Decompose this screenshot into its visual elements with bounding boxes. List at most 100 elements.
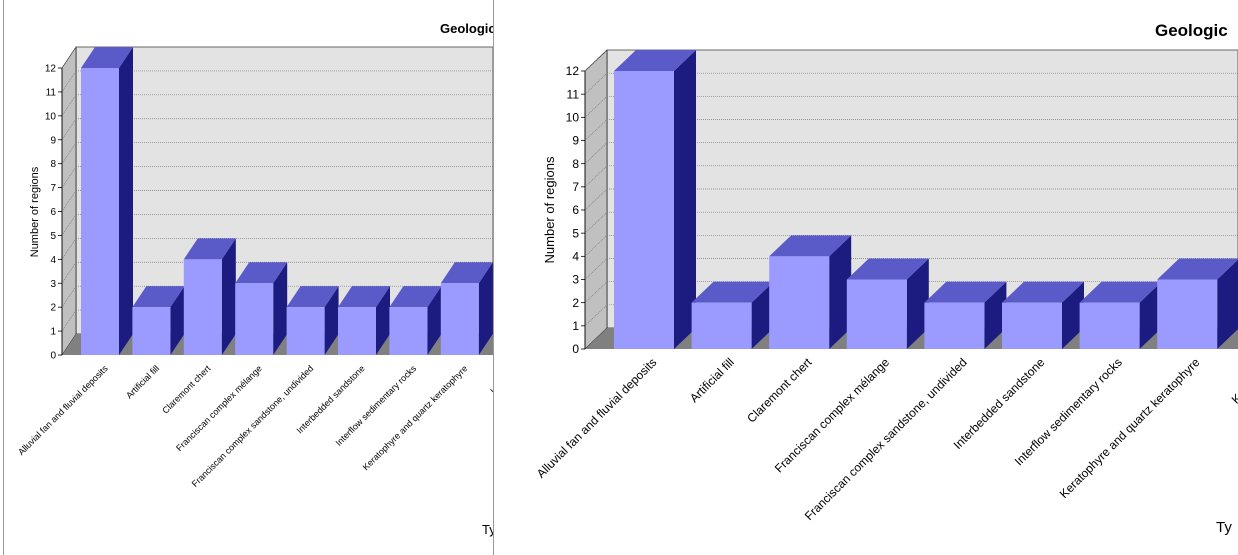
y-tick-label: 8 — [572, 157, 579, 171]
bar-side — [119, 47, 133, 355]
bar-top — [132, 286, 185, 308]
y-axis-title: Number of regions — [29, 166, 41, 257]
bar-side — [170, 286, 185, 355]
gridline-wall — [61, 46, 77, 69]
bar — [440, 283, 479, 355]
x-category-label: Artificial fill — [687, 355, 737, 405]
bar-side — [1139, 281, 1162, 349]
bar-top — [846, 258, 929, 280]
bar — [614, 71, 674, 349]
y-tick-label: 11 — [567, 87, 580, 101]
bar-top — [924, 281, 1007, 303]
panel-divider-left — [3, 0, 4, 555]
bar — [1157, 279, 1218, 349]
bar — [1079, 302, 1140, 349]
bar-top — [1157, 258, 1238, 280]
bar-top — [691, 281, 774, 303]
bar-top — [338, 286, 390, 308]
y-tick-label: 5 — [50, 231, 56, 242]
y-tick-label: 12 — [45, 64, 57, 75]
gridline-wall — [61, 70, 77, 93]
bar — [924, 302, 985, 349]
bar-top — [183, 238, 236, 260]
bar-side — [1217, 259, 1238, 349]
chart-panel-left: 0 1 2 3 4 5 6 7 8 9 10 11 12 Alluvial fan and fluvial… — [0, 0, 493, 555]
x-axis-title: Ty — [1216, 519, 1232, 536]
bar-side — [1062, 281, 1084, 349]
chart-title: Geologic — [440, 21, 493, 36]
x-axis-title: Ty — [482, 522, 493, 537]
bar — [389, 307, 428, 355]
y-tick-label: 4 — [50, 255, 56, 266]
x-category-label: Keratophyre and quartz keratophyre — [1057, 355, 1203, 501]
gridline-wall — [61, 285, 77, 308]
bar-top — [440, 262, 493, 284]
x-category-label: Franciscan complex sandstone, undivided — [802, 355, 970, 523]
gridline-wall — [61, 118, 77, 140]
bar — [338, 307, 376, 355]
y-tick-label: 8 — [50, 159, 56, 170]
bar — [183, 259, 222, 355]
bar — [769, 256, 830, 349]
bar — [286, 307, 325, 355]
bar-side — [829, 235, 852, 349]
bar-side — [906, 258, 929, 349]
x-category-label: Keratophyre and quartz keratophyre — [361, 363, 470, 472]
bar-side — [751, 281, 774, 349]
y-tick-label: 4 — [572, 250, 579, 264]
y-tick-label: 9 — [572, 134, 579, 148]
bar-side — [674, 50, 696, 349]
plot-side-wall — [584, 49, 608, 350]
gridline-wall — [61, 166, 77, 188]
y-tick-label: 3 — [50, 279, 56, 290]
bar — [846, 279, 907, 349]
x-category-label: Claremont chert — [160, 363, 213, 416]
y-tick-label: 10 — [566, 111, 580, 125]
bar-side — [427, 286, 442, 355]
x-category-label: Alluvial fan and fluvial deposits — [16, 363, 110, 457]
y-tick-label: 9 — [50, 135, 56, 146]
y-tick-label: 7 — [572, 180, 579, 194]
gridline-wall — [61, 262, 77, 284]
y-tick-label: 3 — [572, 273, 579, 287]
bar — [235, 283, 274, 355]
y-axis-title: Number of regions — [542, 156, 557, 263]
bar-side — [376, 286, 390, 355]
bar-top — [1002, 281, 1084, 303]
bar — [132, 307, 171, 355]
y-tick-label: 6 — [50, 207, 56, 218]
x-category-label: Alluvial fan and fluvial deposits — [534, 355, 659, 480]
y-tick-label: 6 — [572, 203, 579, 217]
x-category-label: Artificial fill — [124, 363, 161, 400]
bar-side — [478, 262, 493, 355]
x-category-label: Franciscan complex mélange — [174, 363, 264, 453]
y-tick-label: 0 — [50, 351, 56, 362]
bar-top — [614, 50, 696, 71]
bar-top — [769, 235, 852, 257]
panel-divider-middle — [493, 0, 494, 555]
bar — [81, 68, 119, 355]
bar-top — [286, 286, 339, 308]
gridline-wall — [61, 190, 77, 212]
bar-side — [324, 286, 339, 355]
gridline-wall — [61, 214, 77, 236]
y-tick-label: 10 — [45, 111, 57, 122]
gridline-wall — [61, 238, 77, 260]
y-tick-label: 2 — [50, 303, 56, 314]
bar-top — [235, 262, 288, 284]
y-tick-label: 5 — [572, 226, 579, 240]
bar — [691, 302, 752, 349]
bar-top — [389, 286, 442, 308]
y-tick-label: 2 — [572, 296, 579, 310]
y-tick-label: 11 — [46, 87, 57, 98]
x-category-label: Claremont chert — [744, 355, 815, 426]
bar-side — [221, 238, 236, 355]
chart-panel-right: 0 1 2 3 4 5 6 7 8 9 10 11 12 Alluvial fan and fluvial… — [495, 0, 1238, 555]
y-tick-label: 7 — [50, 183, 56, 194]
bar — [1002, 302, 1062, 349]
y-tick-label: 0 — [572, 342, 579, 356]
gridline-wall — [61, 309, 77, 332]
bar-top — [1079, 281, 1162, 303]
